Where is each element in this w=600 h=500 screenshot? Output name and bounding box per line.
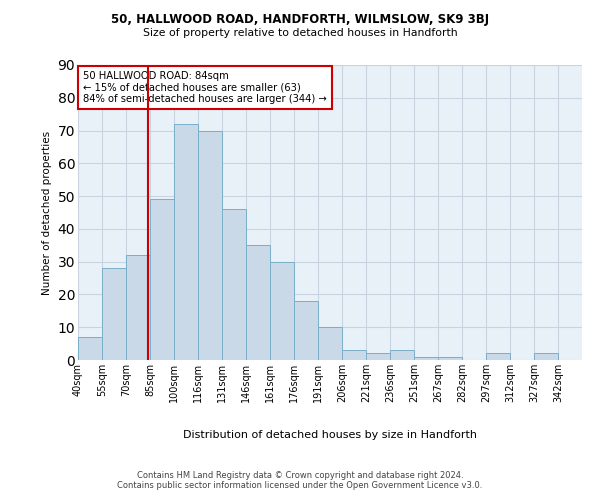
Bar: [126, 255, 150, 360]
Bar: [294, 301, 318, 360]
Bar: [270, 262, 294, 360]
Bar: [390, 350, 414, 360]
Y-axis label: Number of detached properties: Number of detached properties: [42, 130, 52, 294]
Text: 50 HALLWOOD ROAD: 84sqm
← 15% of detached houses are smaller (63)
84% of semi-de: 50 HALLWOOD ROAD: 84sqm ← 15% of detache…: [83, 71, 327, 104]
Bar: [198, 130, 222, 360]
Bar: [414, 356, 438, 360]
Bar: [222, 209, 246, 360]
Bar: [486, 354, 510, 360]
Bar: [150, 200, 174, 360]
Bar: [342, 350, 366, 360]
Bar: [174, 124, 198, 360]
Text: Size of property relative to detached houses in Handforth: Size of property relative to detached ho…: [143, 28, 457, 38]
Bar: [246, 246, 270, 360]
Bar: [318, 327, 342, 360]
Text: 50, HALLWOOD ROAD, HANDFORTH, WILMSLOW, SK9 3BJ: 50, HALLWOOD ROAD, HANDFORTH, WILMSLOW, …: [111, 12, 489, 26]
Text: Distribution of detached houses by size in Handforth: Distribution of detached houses by size …: [183, 430, 477, 440]
Bar: [366, 354, 390, 360]
Bar: [78, 337, 102, 360]
Bar: [534, 354, 558, 360]
Bar: [438, 356, 462, 360]
Bar: [102, 268, 126, 360]
Text: Contains HM Land Registry data © Crown copyright and database right 2024.
Contai: Contains HM Land Registry data © Crown c…: [118, 470, 482, 490]
